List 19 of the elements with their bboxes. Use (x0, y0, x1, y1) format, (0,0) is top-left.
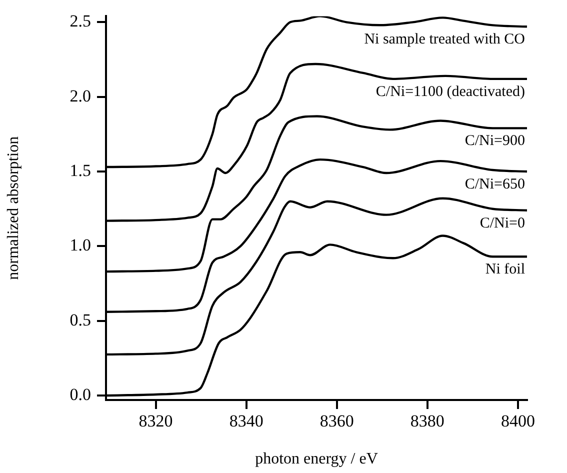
series-label: Ni foil (485, 262, 525, 278)
y-tick-label: 1.5 (70, 160, 91, 180)
y-tick-label: 0.0 (70, 384, 91, 404)
x-tick-label: 8400 (500, 412, 535, 431)
y-axis-title: normalized absorption (4, 136, 22, 280)
x-tick-label: 8320 (138, 412, 173, 431)
x-tick-label: 8360 (320, 412, 354, 431)
y-tick-label: 1.0 (70, 236, 91, 255)
series-label: C/Ni=650 (464, 176, 525, 192)
x-tick-label: 8340 (229, 412, 264, 431)
y-tick-label: 2.0 (70, 86, 91, 106)
series-label: C/Ni=0 (480, 215, 525, 232)
series-label: C/Ni=900 (464, 133, 525, 150)
x-axis-title: photon energy / eV (255, 450, 378, 468)
y-tick-label: 0.5 (70, 310, 91, 330)
y-tick-label: 2.5 (70, 12, 91, 31)
series-label: C/Ni=1100 (deactivated) (376, 84, 525, 100)
x-tick-label: 8380 (410, 412, 444, 431)
series-label: Ni sample treated with CO (364, 32, 526, 48)
